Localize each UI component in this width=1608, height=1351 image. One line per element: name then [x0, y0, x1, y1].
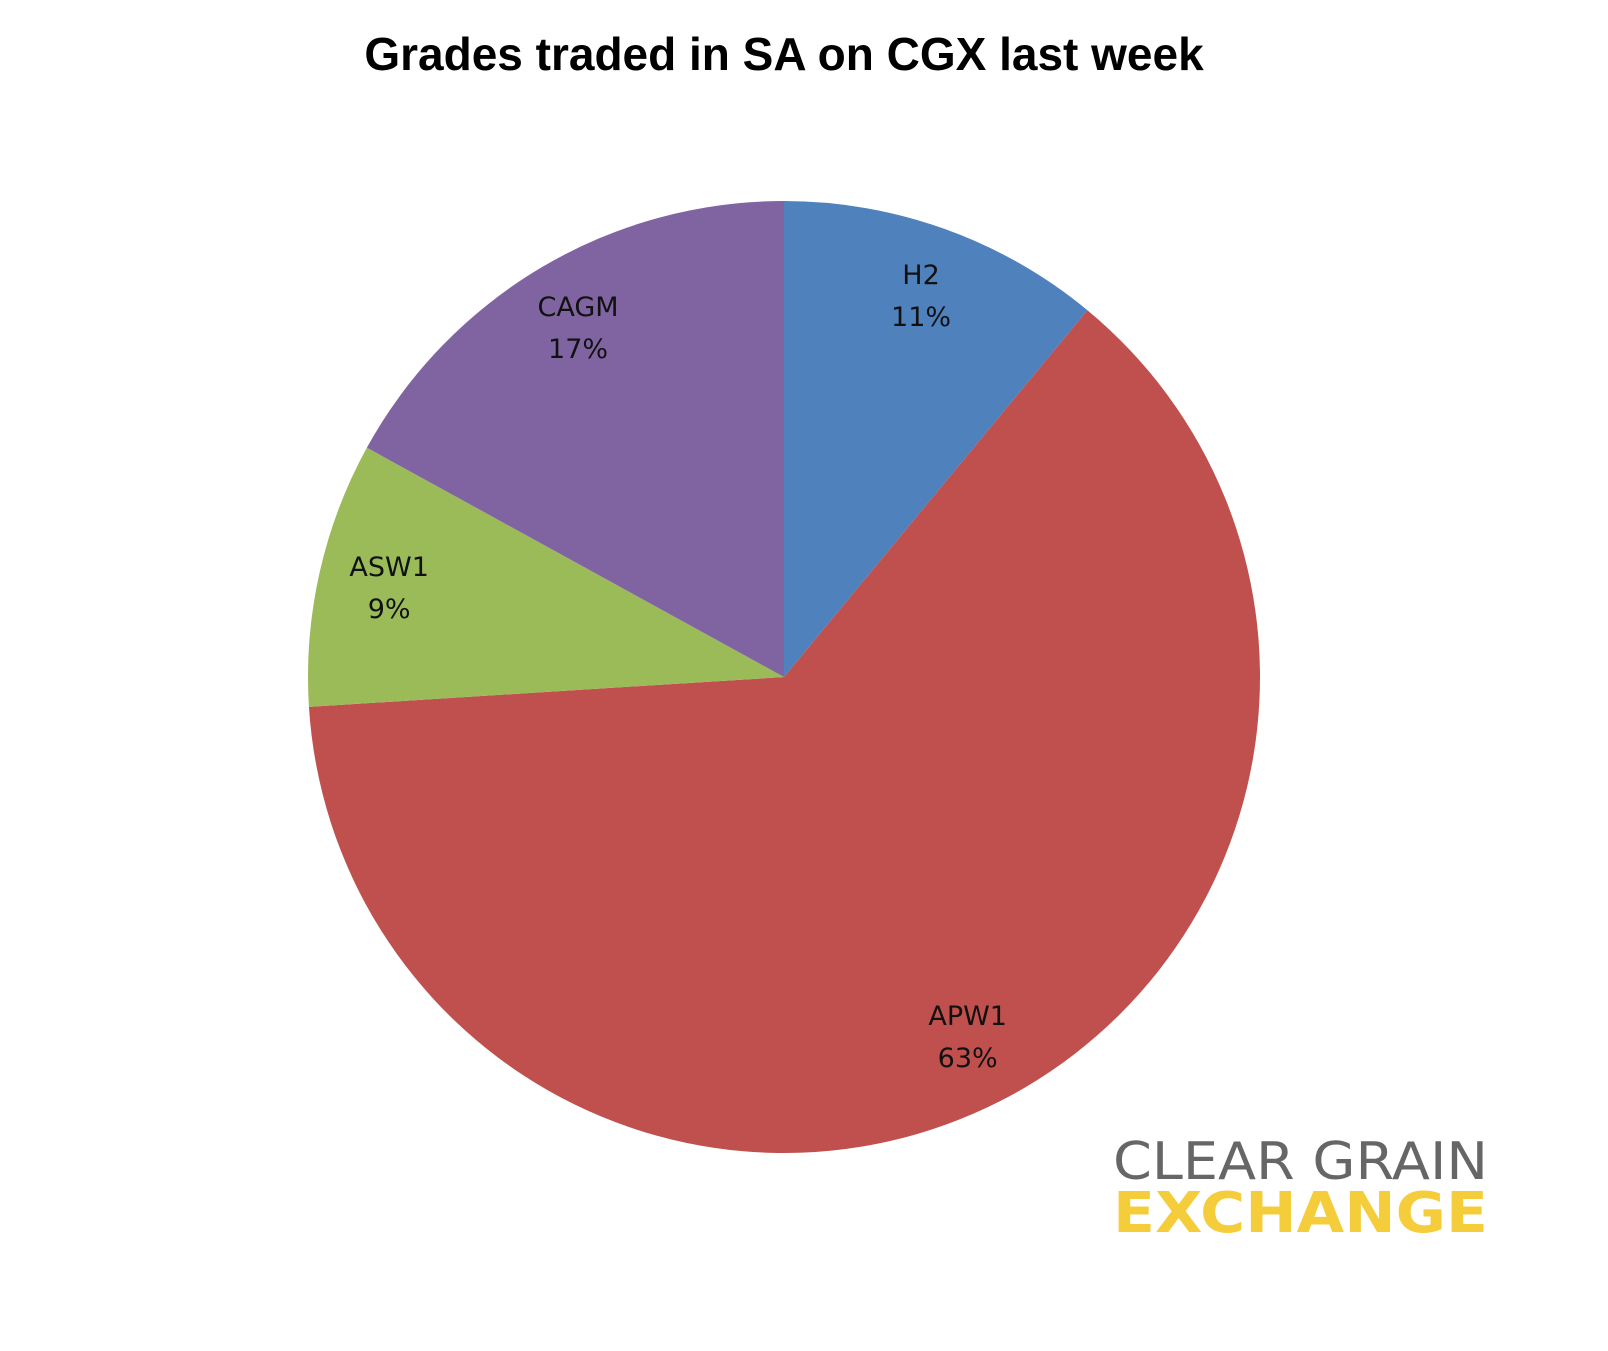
logo-text: EXCHANGE: [1113, 1181, 1488, 1246]
chart-title: Grades traded in SA on CGX last week: [364, 28, 1204, 80]
pie: H2 11% APW1 63% ASW1 9% CAGM 17%: [308, 200, 1261, 1153]
slice-label: ASW1: [349, 552, 428, 583]
pie-slice: [784, 201, 1088, 677]
pie-slice: [308, 310, 1261, 1153]
pie-slice: [308, 447, 784, 707]
logo-text: CLEAR GRAIN: [1113, 1132, 1488, 1192]
value-label: 9%: [368, 594, 411, 625]
value-label: 11%: [891, 302, 951, 333]
slice-label: APW1: [928, 1001, 1007, 1032]
slice-label: H2: [902, 260, 939, 291]
value-label: 17%: [548, 334, 608, 365]
value-label: 63%: [938, 1043, 998, 1074]
slice-label: CAGM: [538, 292, 619, 323]
pie-slice: [366, 200, 784, 677]
